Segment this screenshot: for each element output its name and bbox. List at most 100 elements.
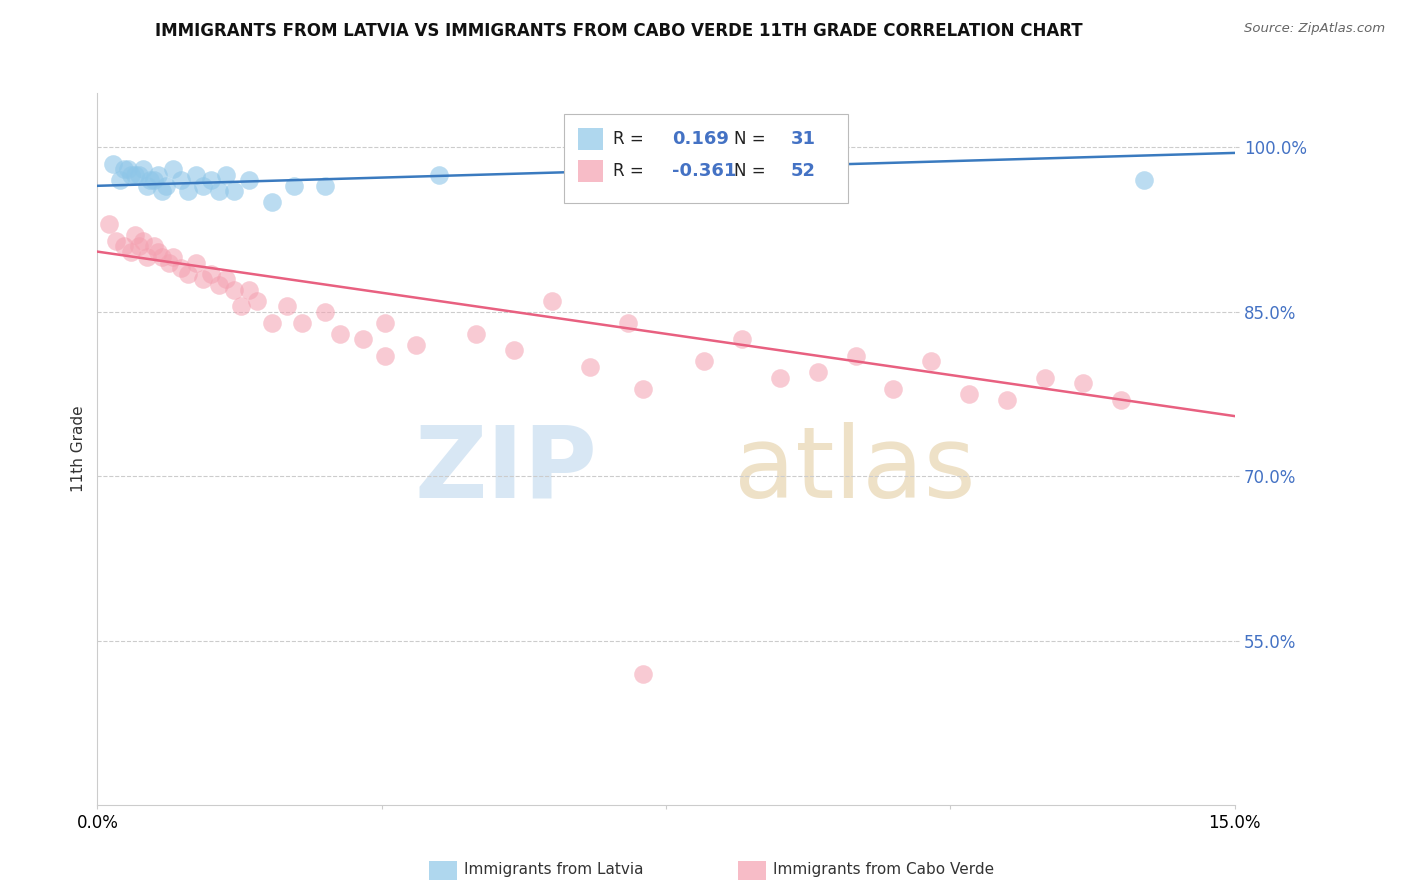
Point [157, 255, 180, 269]
Point [155, 178, 177, 193]
Text: ZIP: ZIP [415, 422, 598, 519]
Point [222, 184, 245, 198]
Point [193, 272, 215, 286]
Point [465, 326, 488, 341]
Point [276, 300, 298, 314]
Text: N =: N = [734, 130, 770, 148]
Point [352, 332, 374, 346]
Point [162, 250, 184, 264]
Point [143, 173, 166, 187]
Text: N =: N = [734, 161, 770, 180]
Point [731, 162, 754, 177]
Text: Immigrants from Cabo Verde: Immigrants from Cabo Verde [773, 863, 994, 877]
Point [631, 382, 654, 396]
Point [245, 293, 267, 308]
Point [374, 316, 396, 330]
Point [579, 359, 602, 374]
Point [215, 272, 238, 286]
Point [121, 244, 143, 259]
Point [135, 250, 157, 264]
Point [215, 168, 238, 182]
Point [112, 239, 135, 253]
Point [1071, 376, 1094, 391]
Point [693, 354, 716, 368]
Point [329, 326, 352, 341]
Point [314, 305, 336, 319]
Point [405, 338, 427, 352]
Point [631, 178, 654, 193]
Point [503, 343, 526, 358]
Point [139, 173, 162, 187]
Point [807, 365, 830, 379]
Point [1033, 370, 1056, 384]
Point [882, 382, 904, 396]
Point [314, 178, 336, 193]
Point [150, 250, 173, 264]
Point [260, 195, 283, 210]
Point [112, 162, 135, 177]
Point [128, 239, 150, 253]
Point [184, 255, 207, 269]
Text: IMMIGRANTS FROM LATVIA VS IMMIGRANTS FROM CABO VERDE 11TH GRADE CORRELATION CHAR: IMMIGRANTS FROM LATVIA VS IMMIGRANTS FRO… [155, 22, 1083, 40]
Point [177, 267, 200, 281]
Point [170, 261, 193, 276]
FancyBboxPatch shape [578, 161, 603, 182]
Point [541, 293, 564, 308]
Point [108, 173, 131, 187]
Point [200, 267, 222, 281]
Point [617, 316, 640, 330]
Point [260, 316, 283, 330]
Text: 31: 31 [792, 130, 815, 148]
Point [128, 168, 150, 182]
Text: Source: ZipAtlas.com: Source: ZipAtlas.com [1244, 22, 1385, 36]
Point [200, 173, 222, 187]
FancyBboxPatch shape [564, 114, 848, 203]
Text: Immigrants from Latvia: Immigrants from Latvia [464, 863, 644, 877]
Point [374, 349, 396, 363]
Point [124, 228, 146, 243]
Point [957, 387, 980, 401]
Point [97, 217, 120, 231]
Point [769, 370, 792, 384]
Point [132, 234, 155, 248]
Point [162, 162, 184, 177]
Point [231, 300, 253, 314]
Point [193, 178, 215, 193]
Point [1132, 173, 1154, 187]
Point [101, 157, 124, 171]
Text: -0.361: -0.361 [672, 161, 737, 180]
Y-axis label: 11th Grade: 11th Grade [72, 406, 86, 492]
Point [631, 666, 654, 681]
Point [135, 178, 157, 193]
Text: R =: R = [613, 161, 648, 180]
Point [105, 234, 128, 248]
Point [427, 168, 450, 182]
Point [208, 277, 231, 292]
Text: 0.169: 0.169 [672, 130, 728, 148]
Point [132, 162, 155, 177]
FancyBboxPatch shape [578, 128, 603, 150]
Point [150, 184, 173, 198]
Point [184, 168, 207, 182]
Point [1109, 392, 1132, 407]
Point [238, 173, 260, 187]
Point [146, 244, 169, 259]
Point [995, 392, 1018, 407]
Point [844, 349, 866, 363]
Point [117, 162, 139, 177]
Point [146, 168, 169, 182]
Point [283, 178, 305, 193]
Point [124, 168, 146, 182]
Point [920, 354, 942, 368]
Point [291, 316, 314, 330]
Point [222, 283, 245, 297]
Text: atlas: atlas [734, 422, 976, 519]
Text: 52: 52 [792, 161, 815, 180]
Point [208, 184, 231, 198]
Point [170, 173, 193, 187]
Point [121, 168, 143, 182]
Point [177, 184, 200, 198]
Text: R =: R = [613, 130, 648, 148]
Point [238, 283, 260, 297]
Point [731, 332, 754, 346]
